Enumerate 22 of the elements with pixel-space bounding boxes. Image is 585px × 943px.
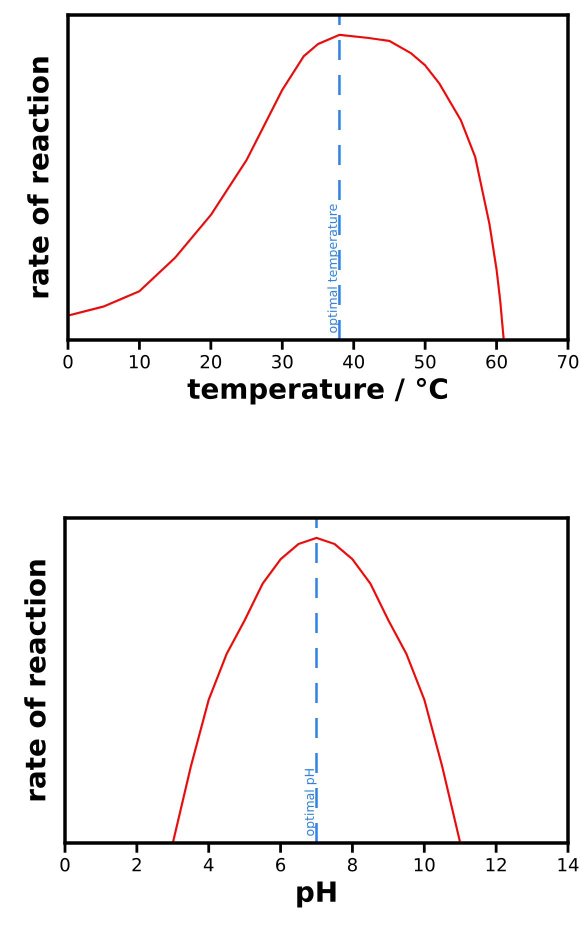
x-tick-label: 10 (130, 354, 150, 369)
x-tick-label: 14 (558, 858, 578, 872)
x-tick-label: 70 (558, 354, 578, 369)
x-axis-title: pH (297, 881, 336, 908)
x-tick-label: 4 (204, 858, 214, 872)
x-tick-label: 0 (60, 858, 70, 872)
x-axis-title: temperature / °C (188, 378, 448, 404)
x-tick-label: 60 (486, 354, 507, 369)
x-tick-label: 30 (272, 354, 293, 369)
x-tick-label: 40 (343, 354, 364, 369)
x-tick-label: 6 (276, 858, 286, 872)
x-tick-label: 20 (200, 354, 222, 369)
x-tick-label: 12 (486, 858, 506, 872)
x-tick-label: 8 (348, 858, 357, 872)
y-axis-title: rate of reaction (24, 560, 46, 800)
y-axis-title: rate of reaction (27, 57, 49, 298)
x-tick-label: 0 (63, 354, 73, 369)
x-tick-label: 10 (414, 858, 435, 872)
x-tick-label: 2 (132, 858, 141, 872)
x-tick-label: 50 (415, 354, 436, 369)
ref-line-label: optimal temperature (327, 204, 340, 333)
ref-line-label: optimal pH (304, 769, 316, 836)
